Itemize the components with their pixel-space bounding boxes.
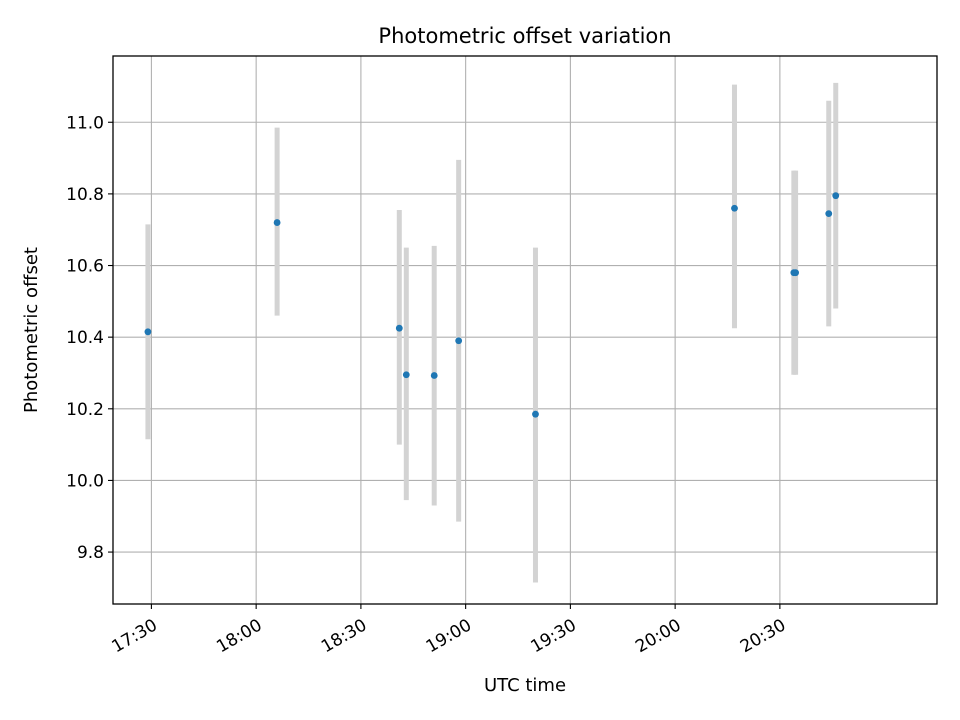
x-tick-label: 17:30 [108,615,160,657]
x-tick-label: 19:30 [527,615,579,657]
data-point [395,324,403,332]
y-tick-label: 10.4 [66,328,104,348]
data-point [731,204,738,212]
chart-title: Photometric offset variation [378,24,671,48]
y-tick-label: 10.2 [66,400,104,420]
x-tick-label: 18:00 [213,615,265,657]
y-tick-label: 10.6 [66,257,104,277]
data-point [430,372,438,379]
x-tick-label: 20:30 [737,615,789,657]
y-tick-label: 11.0 [66,113,104,133]
data-point [455,337,463,345]
data-point [402,371,410,379]
x-axis-label: UTC time [484,675,566,696]
errorbars [145,82,839,583]
x-tick-label: 18:30 [318,615,370,657]
y-tick-label: 10.0 [66,471,104,491]
data-point [832,192,840,200]
y-tick-label: 10.8 [66,185,104,205]
data-point [273,219,281,226]
data-points [144,192,840,418]
y-tick-label: 9.8 [77,543,104,563]
data-point [532,410,539,418]
x-tick-label: 20:00 [632,615,684,657]
plot-frame [112,55,938,605]
data-point [792,269,799,277]
ticks: 17:30 18:00 18:30 19:00 19:30 20:00 20:30 9.8 10… [66,113,789,657]
grid [113,56,937,604]
y-axis-label: Photometric offset [21,247,42,413]
x-tick-label: 19:00 [423,615,475,657]
data-point [144,328,152,336]
data-point [825,210,833,217]
